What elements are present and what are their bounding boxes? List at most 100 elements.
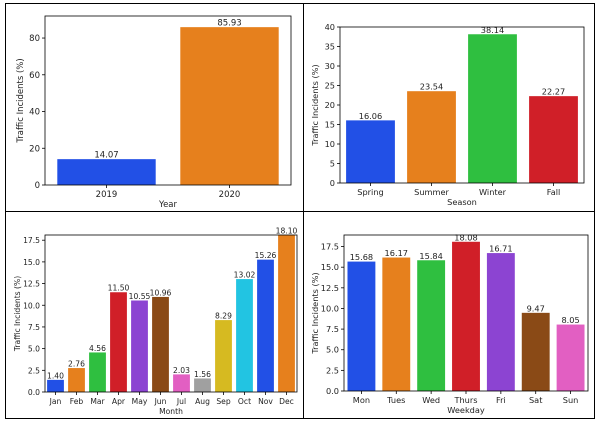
chart-month-x-tick-label: Oct <box>238 397 251 406</box>
chart-year-y-tick-label: 60 <box>29 71 40 81</box>
chart-season-data-label: 22.27 <box>542 87 565 97</box>
chart-month-bar <box>278 235 295 392</box>
chart-weekday-bar <box>556 324 585 391</box>
chart-season-svg: 16.06 23.54 38.14 22.27 0 5 10 15 20 25 30 35 40 Spri… <box>310 22 585 207</box>
chart-season-x-tick-label: Summer <box>414 187 449 197</box>
chart-season-x-axis-label: Season <box>447 197 477 207</box>
chart-weekday-bar <box>417 260 446 391</box>
chart-season-x-tick-label: Fall <box>547 187 561 197</box>
chart-weekday-y-tick-label: 2.5 <box>326 365 339 375</box>
chart-month-y-tick-label: 10.0 <box>23 301 40 310</box>
chart-weekday-x-tick-label: Sun <box>563 395 579 405</box>
chart-month-data-label: 8.29 <box>215 312 232 321</box>
chart-season-data-label: 16.06 <box>359 111 382 121</box>
chart-weekday-x-axis-label: Weekday <box>447 405 485 415</box>
chart-month-bar <box>68 368 85 392</box>
chart-month-x-tick-label: Dec <box>279 397 294 406</box>
chart-month-y-tick-label: 12.5 <box>23 280 40 289</box>
chart-month-data-label: 11.50 <box>108 284 130 293</box>
chart-month-data-label: 18.10 <box>276 227 298 236</box>
chart-season-y-tick-label: 10 <box>325 139 335 149</box>
chart-weekday-data-label: 8.05 <box>561 315 579 325</box>
chart-weekday-x-tick-label: Thurs <box>453 395 477 405</box>
chart-month-bar <box>194 378 211 392</box>
chart-weekday-bar <box>382 257 411 391</box>
chart-season-data-label: 23.54 <box>420 82 443 92</box>
chart-month-bar <box>257 259 274 392</box>
chart-season-x-tick-label: Spring <box>357 187 383 197</box>
chart-weekday-y-tick-label: 0.0 <box>326 386 339 396</box>
chart-year-x-tick-label: 2020 <box>219 190 241 200</box>
chart-season-y-tick-label: 30 <box>325 61 335 71</box>
chart-month-data-label: 1.40 <box>47 371 64 380</box>
chart-season-y-tick-label: 20 <box>325 100 335 110</box>
chart-month-x-tick-label: Nov <box>258 397 273 406</box>
chart-month-data-label: 1.56 <box>194 370 211 379</box>
chart-month-bar <box>89 352 106 392</box>
chart-month-y-tick-label: 17.5 <box>23 236 40 245</box>
chart-weekday-bar <box>486 253 515 391</box>
chart-month-data-label: 2.76 <box>68 360 85 369</box>
chart-weekday-x-tick-label: Tues <box>386 395 405 405</box>
chart-month-x-tick-label: Apr <box>112 397 126 406</box>
chart-month-data-label: 13.02 <box>234 271 256 280</box>
chart-month-bar <box>173 374 190 392</box>
chart-month-data-label: 2.03 <box>173 366 190 375</box>
chart-weekday-bar <box>347 261 376 391</box>
chart-month-x-axis-label: Month <box>159 407 183 416</box>
chart-weekday-data-label: 18.08 <box>454 232 477 242</box>
chart-year-svg: 14.07 85.93 0 20 40 60 80 2019 2020 Year Traffic I… <box>16 15 292 210</box>
panel-divider-horizontal <box>5 211 595 212</box>
chart-weekday: 15.68 16.17 15.84 18.08 16.71 9.47 8.05 0.0 2.5 5… <box>304 212 594 419</box>
chart-year-x-axis-label: Year <box>158 200 178 210</box>
chart-season-data-label: 38.14 <box>481 25 504 35</box>
chart-weekday-data-label: 16.17 <box>385 248 408 258</box>
chart-year: 14.07 85.93 0 20 40 60 80 2019 2020 Year Traffic I… <box>5 3 303 211</box>
chart-weekday-y-tick-label: 5.0 <box>326 345 339 355</box>
chart-year-y-tick-label: 20 <box>29 144 40 154</box>
chart-weekday-svg: 15.68 16.17 15.84 18.08 16.71 9.47 8.05 0.0 2.5 5… <box>310 232 589 415</box>
chart-weekday-y-tick-label: 17.5 <box>321 242 339 252</box>
chart-weekday-y-tick-label: 15.0 <box>321 262 339 272</box>
chart-month-axes-frame <box>44 234 298 393</box>
chart-month-bar <box>152 296 169 392</box>
chart-year-axes-frame <box>44 15 292 186</box>
chart-year-data-label: 85.93 <box>217 19 241 29</box>
chart-month-y-tick-label: 7.5 <box>28 323 40 332</box>
chart-month-x-tick-label: Sep <box>216 397 230 406</box>
chart-year-y-axis-label: Traffic Incidents (%) <box>16 58 26 143</box>
chart-month-x-tick-label: May <box>132 397 148 406</box>
chart-year-y-tick-label: 80 <box>29 34 40 44</box>
chart-year-bar <box>180 27 279 185</box>
chart-weekday-x-tick-label: Wed <box>422 395 440 405</box>
chart-weekday-data-label: 9.47 <box>527 303 545 313</box>
chart-season-bar <box>529 96 578 183</box>
chart-weekday-x-tick-label: Sat <box>529 395 543 405</box>
chart-season-y-tick-label: 5 <box>330 159 335 169</box>
chart-year-bar <box>57 159 156 185</box>
chart-month-data-label: 4.56 <box>89 344 106 353</box>
chart-year-x-tick-label: 2019 <box>96 190 118 200</box>
chart-weekday-bar <box>521 312 550 391</box>
chart-month-y-axis-label: Traffic Incidents (%) <box>13 276 22 352</box>
chart-month-y-tick-label: 5.0 <box>28 345 40 354</box>
chart-weekday-y-tick-label: 7.5 <box>326 324 339 334</box>
chart-month-bar <box>215 320 232 392</box>
chart-season-x-tick-label: Winter <box>479 187 507 197</box>
chart-month-x-tick-label: Aug <box>195 397 210 406</box>
chart-season-y-tick-label: 35 <box>325 42 335 52</box>
chart-month-data-label: 15.26 <box>255 251 277 260</box>
chart-month-x-tick-label: Jun <box>154 397 167 406</box>
chart-season: 16.06 23.54 38.14 22.27 0 5 10 15 20 25 30 35 40 Spri… <box>304 3 594 211</box>
chart-weekday-data-label: 15.84 <box>419 251 442 261</box>
chart-weekday-y-tick-label: 10.0 <box>321 303 339 313</box>
chart-month-x-tick-label: Mar <box>90 397 105 406</box>
chart-month-y-tick-label: 2.5 <box>28 366 40 375</box>
chart-month-bar <box>110 292 127 392</box>
chart-month-x-tick-label: Feb <box>70 397 84 406</box>
chart-month-y-tick-label: 15.0 <box>23 258 40 267</box>
chart-month-y-tick-label: 0.0 <box>28 388 40 397</box>
chart-season-y-axis-label: Traffic Incidents (%) <box>310 64 320 146</box>
chart-month-bar <box>131 300 148 392</box>
